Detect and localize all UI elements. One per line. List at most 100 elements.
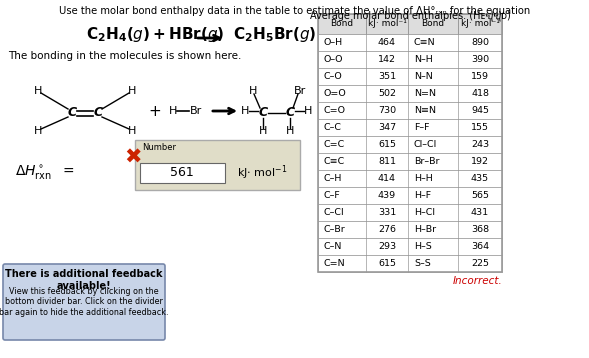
Text: Br: Br <box>190 106 202 116</box>
Text: 155: 155 <box>471 123 489 132</box>
Text: C–Cl: C–Cl <box>324 208 345 217</box>
Text: C=C: C=C <box>324 140 345 149</box>
Text: H–Br: H–Br <box>414 225 436 234</box>
Text: C: C <box>94 106 102 120</box>
Text: 418: 418 <box>471 89 489 98</box>
Text: Use the molar bond enthalpy data in the table to estimate the value of ΔH°ᵣₓₙ fo: Use the molar bond enthalpy data in the … <box>59 6 531 16</box>
Text: C≡N: C≡N <box>414 38 436 47</box>
Text: N≡N: N≡N <box>414 106 436 115</box>
Text: H: H <box>34 126 42 136</box>
Bar <box>318 14 502 34</box>
Text: C=O: C=O <box>324 106 346 115</box>
Bar <box>318 14 502 272</box>
Text: C–O: C–O <box>324 72 343 81</box>
Text: 615: 615 <box>378 259 396 268</box>
Text: H–H: H–H <box>414 174 433 183</box>
Text: 293: 293 <box>378 242 396 251</box>
Text: 225: 225 <box>471 259 489 268</box>
Text: H–S: H–S <box>414 242 432 251</box>
Text: 431: 431 <box>471 208 489 217</box>
Text: 502: 502 <box>378 89 396 98</box>
Text: C–F: C–F <box>324 191 341 200</box>
Text: Br–Br: Br–Br <box>414 157 439 166</box>
Text: Bond: Bond <box>330 19 353 29</box>
Text: H: H <box>259 126 267 136</box>
Text: 439: 439 <box>378 191 396 200</box>
Text: 276: 276 <box>378 225 396 234</box>
FancyBboxPatch shape <box>135 140 300 190</box>
Bar <box>318 34 502 51</box>
Text: H: H <box>169 106 177 116</box>
Text: 811: 811 <box>378 157 396 166</box>
Bar <box>318 238 502 255</box>
Text: O=O: O=O <box>324 89 347 98</box>
Text: 142: 142 <box>378 55 396 64</box>
Text: There is additional feedback
available!: There is additional feedback available! <box>5 269 163 291</box>
Text: $\Delta H^\circ_{\mathrm{rxn}}$  $=$: $\Delta H^\circ_{\mathrm{rxn}}$ $=$ <box>15 164 75 182</box>
Bar <box>318 170 502 187</box>
Text: 435: 435 <box>471 174 489 183</box>
Text: H: H <box>128 126 136 136</box>
Text: H: H <box>249 86 257 96</box>
Text: Incorrect.: Incorrect. <box>452 276 502 286</box>
Text: 331: 331 <box>378 208 396 217</box>
Text: C≡C: C≡C <box>324 157 345 166</box>
Text: F–F: F–F <box>414 123 429 132</box>
Text: C: C <box>67 106 77 120</box>
Text: 159: 159 <box>471 72 489 81</box>
Text: C=N: C=N <box>324 259 346 268</box>
Text: 390: 390 <box>471 55 489 64</box>
Text: H–F: H–F <box>414 191 431 200</box>
Text: $\mathbf{C_2H_5Br(}$$\mathit{g}$$\mathbf{)}$: $\mathbf{C_2H_5Br(}$$\mathit{g}$$\mathbf… <box>233 25 317 44</box>
Text: C: C <box>286 106 294 120</box>
Text: $\mathbf{C_2H_4}$$\mathbf{(}$$\mathit{g}$$\mathbf{) + HBr(}$$\mathit{g}$$\mathbf: $\mathbf{C_2H_4}$$\mathbf{(}$$\mathit{g}… <box>86 25 224 44</box>
Text: C–H: C–H <box>324 174 342 183</box>
Bar <box>318 85 502 102</box>
Text: H: H <box>286 126 294 136</box>
Text: H: H <box>34 86 42 96</box>
Text: 945: 945 <box>471 106 489 115</box>
Text: H–Cl: H–Cl <box>414 208 435 217</box>
Text: 730: 730 <box>378 106 396 115</box>
Text: 414: 414 <box>378 174 396 183</box>
Bar <box>318 102 502 119</box>
Text: kJ· mol⁻¹: kJ· mol⁻¹ <box>368 19 406 29</box>
Text: O–O: O–O <box>324 55 343 64</box>
Bar <box>318 221 502 238</box>
Text: 351: 351 <box>378 72 396 81</box>
Text: 561: 561 <box>170 166 194 179</box>
Bar <box>318 68 502 85</box>
Text: N–N: N–N <box>414 72 433 81</box>
Text: kJ$\cdot$ mol$^{-1}$: kJ$\cdot$ mol$^{-1}$ <box>237 164 287 182</box>
Text: Number: Number <box>142 143 176 152</box>
Text: Br: Br <box>294 86 306 96</box>
Text: S–S: S–S <box>414 259 431 268</box>
Text: Average molar bond enthalpies. (Hᴇⴏⴏᴅ): Average molar bond enthalpies. (Hᴇⴏⴏᴅ) <box>310 10 511 20</box>
Text: Cl–Cl: Cl–Cl <box>414 140 437 149</box>
Text: H: H <box>304 106 312 116</box>
Text: Bond: Bond <box>422 19 445 29</box>
Text: 192: 192 <box>471 157 489 166</box>
Bar <box>318 119 502 136</box>
Text: C–C: C–C <box>324 123 342 132</box>
Text: N=N: N=N <box>414 89 436 98</box>
Bar <box>318 136 502 153</box>
Text: 890: 890 <box>471 38 489 47</box>
FancyBboxPatch shape <box>3 264 165 340</box>
Text: +: + <box>148 103 161 118</box>
Bar <box>318 255 502 272</box>
Text: C: C <box>259 106 267 120</box>
Text: 364: 364 <box>471 242 489 251</box>
Text: 565: 565 <box>471 191 489 200</box>
Bar <box>318 204 502 221</box>
Bar <box>318 153 502 170</box>
Text: 347: 347 <box>378 123 396 132</box>
Text: 615: 615 <box>378 140 396 149</box>
Bar <box>318 187 502 204</box>
Text: H: H <box>128 86 136 96</box>
Text: kJ· mol⁻¹: kJ· mol⁻¹ <box>461 19 499 29</box>
Text: C–N: C–N <box>324 242 342 251</box>
Bar <box>318 51 502 68</box>
Text: 368: 368 <box>471 225 489 234</box>
FancyBboxPatch shape <box>140 163 225 183</box>
